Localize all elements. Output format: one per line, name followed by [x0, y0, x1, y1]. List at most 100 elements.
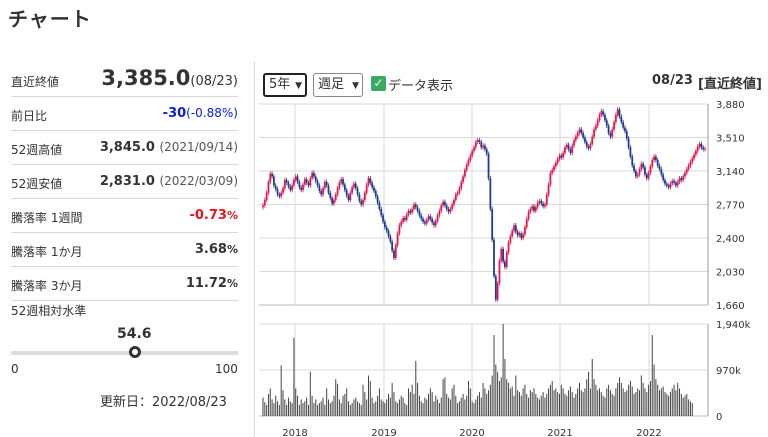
candle-body: [669, 183, 672, 188]
volume-bar: [544, 397, 546, 416]
volume-bar: [333, 395, 335, 416]
price-tick-label: 3,880: [716, 100, 745, 111]
volume-bar: [604, 397, 606, 416]
volume-bar: [375, 401, 377, 416]
candle-body: [307, 182, 310, 186]
volume-bar: [631, 386, 633, 416]
volume-bar: [371, 397, 373, 416]
candle-body: [658, 165, 661, 170]
x-tick-label: 2022: [636, 428, 661, 437]
stat-m1-label: 騰落率 1か月: [11, 245, 83, 259]
volume-bar: [642, 382, 644, 416]
volume-bar: [569, 386, 571, 416]
volume-bar: [269, 388, 271, 416]
volume-bar: [409, 392, 411, 416]
volume-bar: [289, 401, 291, 416]
candle-body: [391, 241, 394, 251]
volume-bar: [404, 403, 406, 416]
volume-bar: [297, 395, 299, 416]
volume-bar: [560, 384, 562, 416]
volume-bar: [318, 403, 320, 416]
candle-body: [502, 248, 504, 262]
candle-body: [656, 160, 659, 166]
volume-bar: [277, 401, 279, 416]
candle-body: [449, 209, 452, 212]
candle-body: [393, 250, 395, 258]
candle-body: [394, 245, 397, 258]
candle-body: [422, 218, 424, 222]
candle-body: [593, 129, 595, 137]
volume-bar: [435, 395, 437, 416]
volume-bar: [298, 404, 300, 416]
volume-bar: [679, 388, 681, 416]
candle-body: [536, 202, 539, 208]
volume-bar: [613, 395, 615, 416]
candle-body: [340, 179, 343, 183]
chart-type-select[interactable]: 週足 ▼: [313, 73, 363, 97]
relative-level-track: [11, 346, 238, 358]
low52-date: (2022/03/09): [159, 174, 238, 188]
candle-body: [274, 185, 277, 190]
candle-body: [402, 218, 404, 222]
stock-chart: 3,880 3,510 3,140 2,770 2,400 2,030 1,660 2018 2…: [259, 100, 751, 437]
volume-bar: [373, 403, 375, 416]
candle-body: [520, 233, 523, 238]
volume-bar: [480, 397, 482, 416]
high52-price: 3,845.0: [99, 140, 155, 155]
candle-body: [462, 176, 464, 182]
candle-body: [451, 204, 454, 210]
volume-bar: [498, 381, 500, 416]
candle-body: [456, 192, 459, 195]
period-select[interactable]: 5年 ▼: [263, 73, 307, 97]
candle-body: [283, 180, 286, 189]
data-display-label[interactable]: データ表示: [388, 79, 454, 94]
volume-bar: [384, 403, 386, 416]
volume-bar: [349, 404, 351, 416]
stat-m3: 騰落率 3か月 11.72%: [11, 267, 238, 301]
volume-bar: [475, 399, 477, 416]
candle-body: [420, 215, 423, 219]
volume-bar: [546, 393, 548, 416]
volume-bar: [578, 382, 580, 416]
stat-w1: 騰落率 1週間 -0.73%: [11, 199, 238, 233]
volume-bar: [691, 403, 693, 416]
candle-body: [531, 206, 534, 210]
volume-bar: [586, 379, 588, 416]
volume-bar: [457, 403, 459, 416]
volume-bar: [429, 388, 431, 416]
candle-body: [578, 129, 581, 133]
candle-body: [298, 181, 301, 188]
candle-body: [556, 159, 559, 163]
candle-body: [400, 221, 403, 226]
candle-body: [671, 180, 674, 184]
volume-bar: [329, 403, 331, 416]
candle-body: [662, 174, 665, 181]
candle-body: [509, 236, 512, 243]
candle-body: [454, 194, 457, 200]
candle-body: [338, 182, 341, 189]
volume-bar: [558, 393, 560, 416]
volume-bar: [469, 388, 471, 416]
candle-body: [262, 205, 264, 208]
volume-bar: [380, 399, 382, 416]
volume-bar: [364, 392, 366, 416]
volume-bar: [644, 388, 646, 416]
stats-panel: 直近終値 3,385.0(08/23) 前日比 -30(-0.88%) 52週高…: [11, 61, 238, 301]
volume-bar: [508, 382, 510, 416]
candle-body: [403, 218, 406, 220]
volume-bar: [571, 392, 573, 416]
data-display-checkbox[interactable]: ✓: [371, 76, 386, 91]
stat-high52: 52週高値 3,845.0 (2021/09/14): [11, 131, 238, 165]
candle-body: [363, 192, 366, 200]
volume-bar: [657, 384, 659, 416]
candle-body: [574, 136, 577, 141]
candle-body: [687, 165, 690, 170]
candle-body: [513, 225, 515, 231]
candle-body: [562, 152, 565, 158]
candle-body: [349, 192, 352, 200]
volume-bar: [640, 375, 642, 416]
volume-bar: [287, 397, 289, 416]
volume-bar: [495, 364, 497, 416]
volume-bar: [482, 382, 484, 416]
volume-bar: [680, 393, 682, 416]
